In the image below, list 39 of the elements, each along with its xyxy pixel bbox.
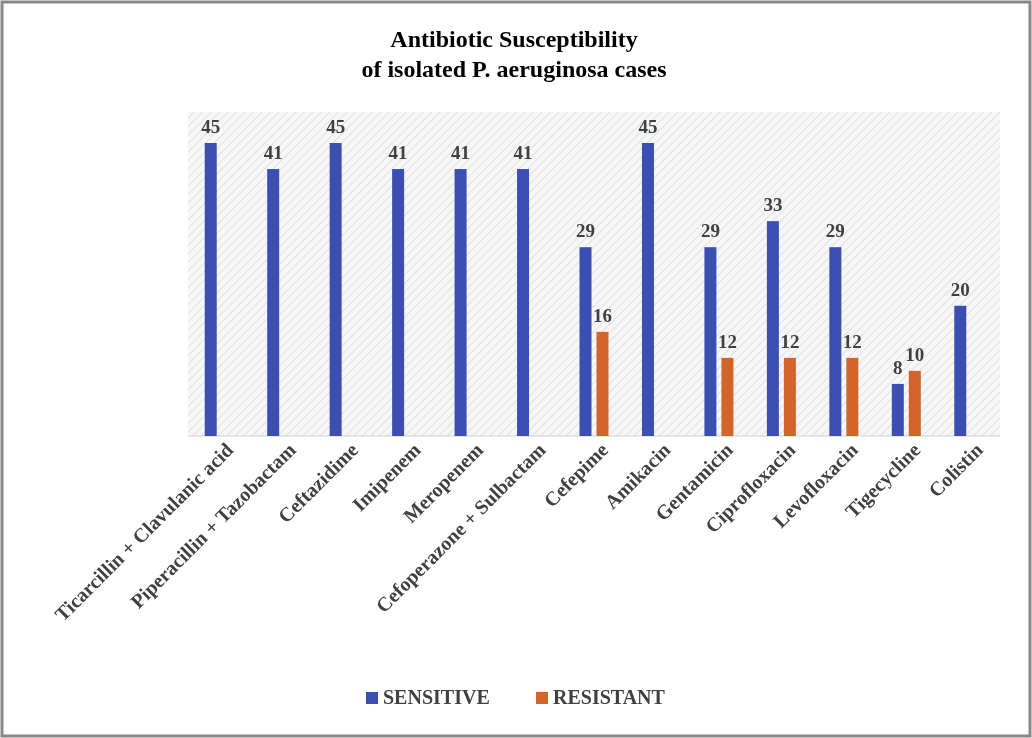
legend-label: RESISTANT bbox=[553, 686, 666, 708]
bar bbox=[783, 357, 796, 436]
bar bbox=[721, 357, 734, 436]
data-label: 41 bbox=[263, 142, 283, 164]
legend-label: SENSITIVE bbox=[383, 686, 490, 708]
data-label: 16 bbox=[593, 304, 612, 326]
bar bbox=[579, 247, 592, 436]
data-label: 41 bbox=[451, 142, 471, 164]
bar bbox=[766, 221, 779, 436]
bar bbox=[267, 169, 280, 436]
data-label: 12 bbox=[717, 330, 737, 352]
data-label: 29 bbox=[700, 220, 720, 242]
data-label: 29 bbox=[576, 220, 595, 242]
data-label: 45 bbox=[326, 116, 346, 137]
bar bbox=[908, 370, 921, 436]
data-label: 29 bbox=[825, 220, 845, 242]
bar bbox=[954, 305, 967, 436]
data-label: 41 bbox=[513, 142, 533, 164]
bar bbox=[329, 143, 342, 436]
bar bbox=[204, 143, 217, 436]
bar bbox=[891, 383, 904, 436]
data-label: 8 bbox=[893, 356, 903, 378]
data-label: 45 bbox=[638, 116, 658, 137]
data-label: 10 bbox=[905, 343, 925, 365]
data-label: 12 bbox=[780, 330, 800, 352]
bar bbox=[596, 331, 609, 436]
chart-title: Antibiotic Susceptibility of isolated P. aeruginosa cases bbox=[361, 26, 667, 82]
data-label: 33 bbox=[763, 194, 783, 216]
bar bbox=[641, 143, 654, 436]
bar bbox=[704, 247, 717, 436]
bar bbox=[829, 247, 842, 436]
bar bbox=[454, 169, 467, 436]
bar bbox=[392, 169, 405, 436]
data-label: 41 bbox=[388, 142, 408, 164]
bar bbox=[846, 357, 859, 436]
data-label: 12 bbox=[842, 330, 862, 352]
data-label: 20 bbox=[950, 278, 970, 300]
bar bbox=[517, 169, 530, 436]
data-label: 45 bbox=[201, 116, 221, 137]
